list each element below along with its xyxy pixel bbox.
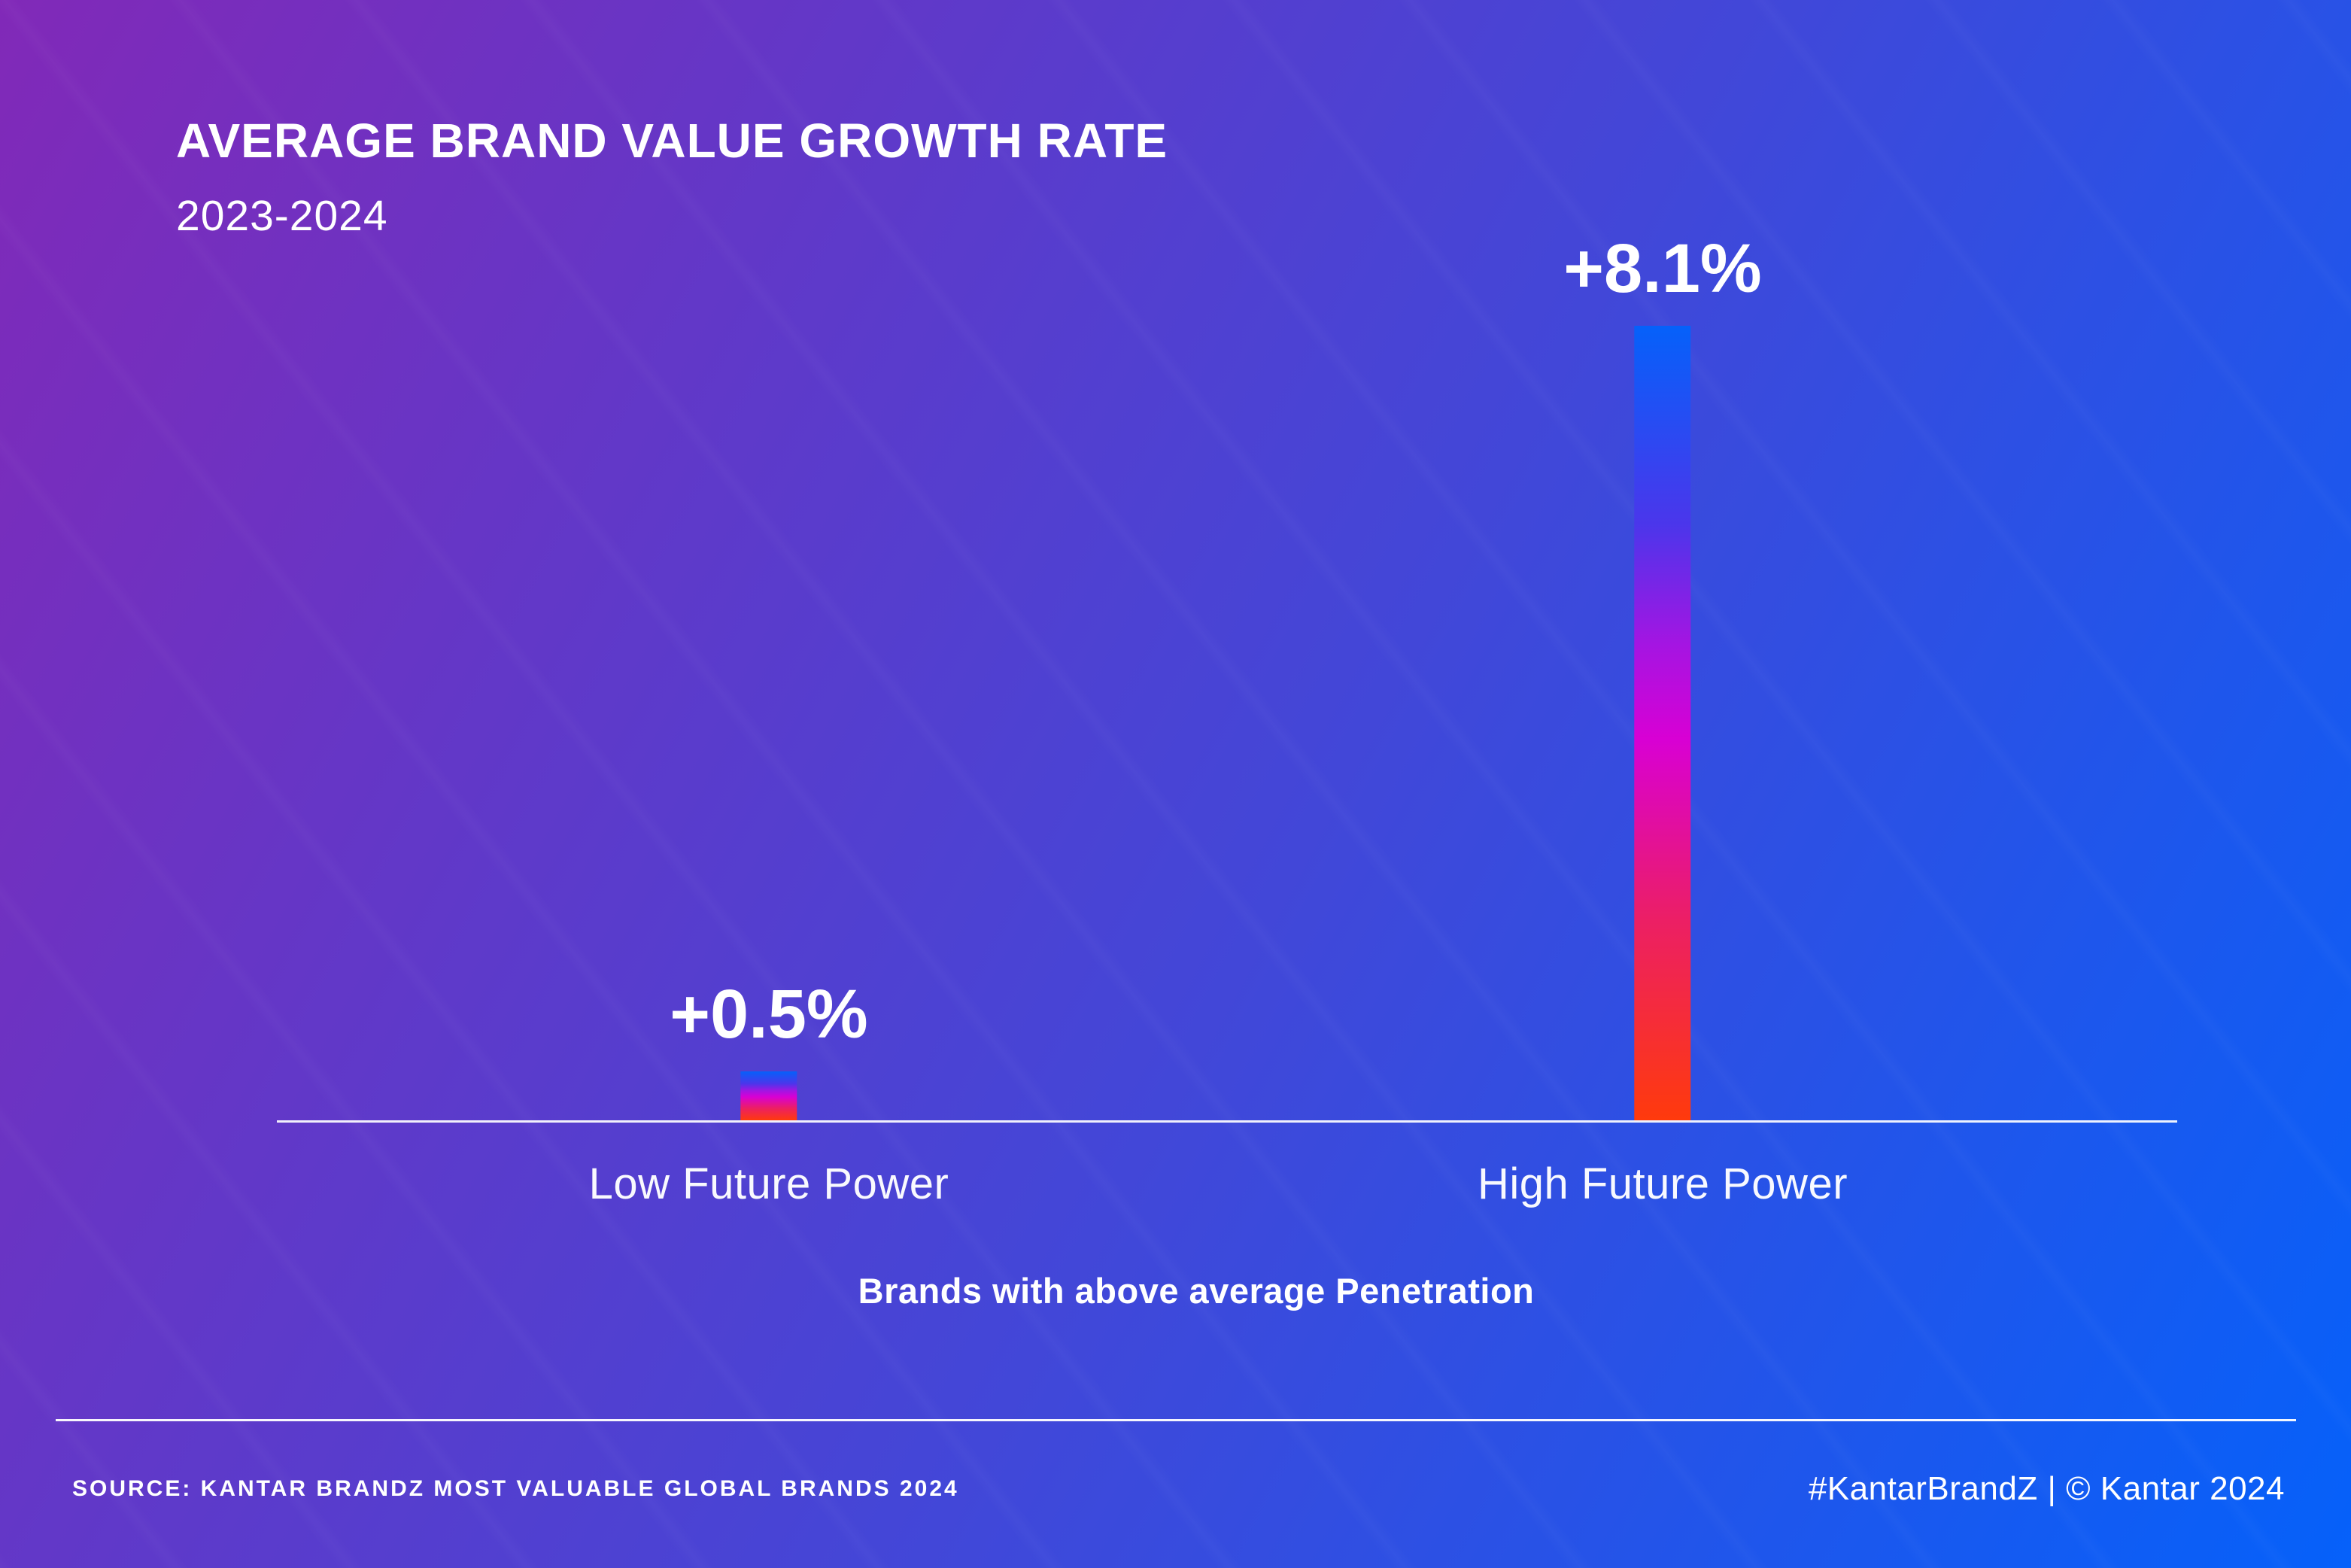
category-label-high-future-power: High Future Power bbox=[1477, 1159, 1848, 1208]
x-axis-line bbox=[277, 1120, 2177, 1123]
bar-high-future-power bbox=[1634, 326, 1691, 1120]
x-axis-title: Brands with above average Penetration bbox=[858, 1271, 1535, 1311]
bar-value-label-low: +0.5% bbox=[670, 976, 868, 1053]
bar-value-label-high: +8.1% bbox=[1563, 230, 1762, 307]
category-label-low-future-power: Low Future Power bbox=[588, 1159, 949, 1208]
chart-title: AVERAGE BRAND VALUE GROWTH RATE bbox=[176, 114, 1168, 168]
branding-text: #KantarBrandZ | © Kantar 2024 bbox=[1808, 1470, 2285, 1507]
footer-divider bbox=[56, 1419, 2296, 1421]
bar-low-future-power bbox=[740, 1071, 797, 1120]
chart-subtitle: 2023-2024 bbox=[176, 192, 388, 240]
bar-group-high-future-power: +8.1% bbox=[1563, 230, 1762, 1120]
bar-group-low-future-power: +0.5% bbox=[670, 976, 868, 1120]
source-text: SOURCE: KANTAR BRANDZ MOST VALUABLE GLOB… bbox=[72, 1476, 959, 1501]
